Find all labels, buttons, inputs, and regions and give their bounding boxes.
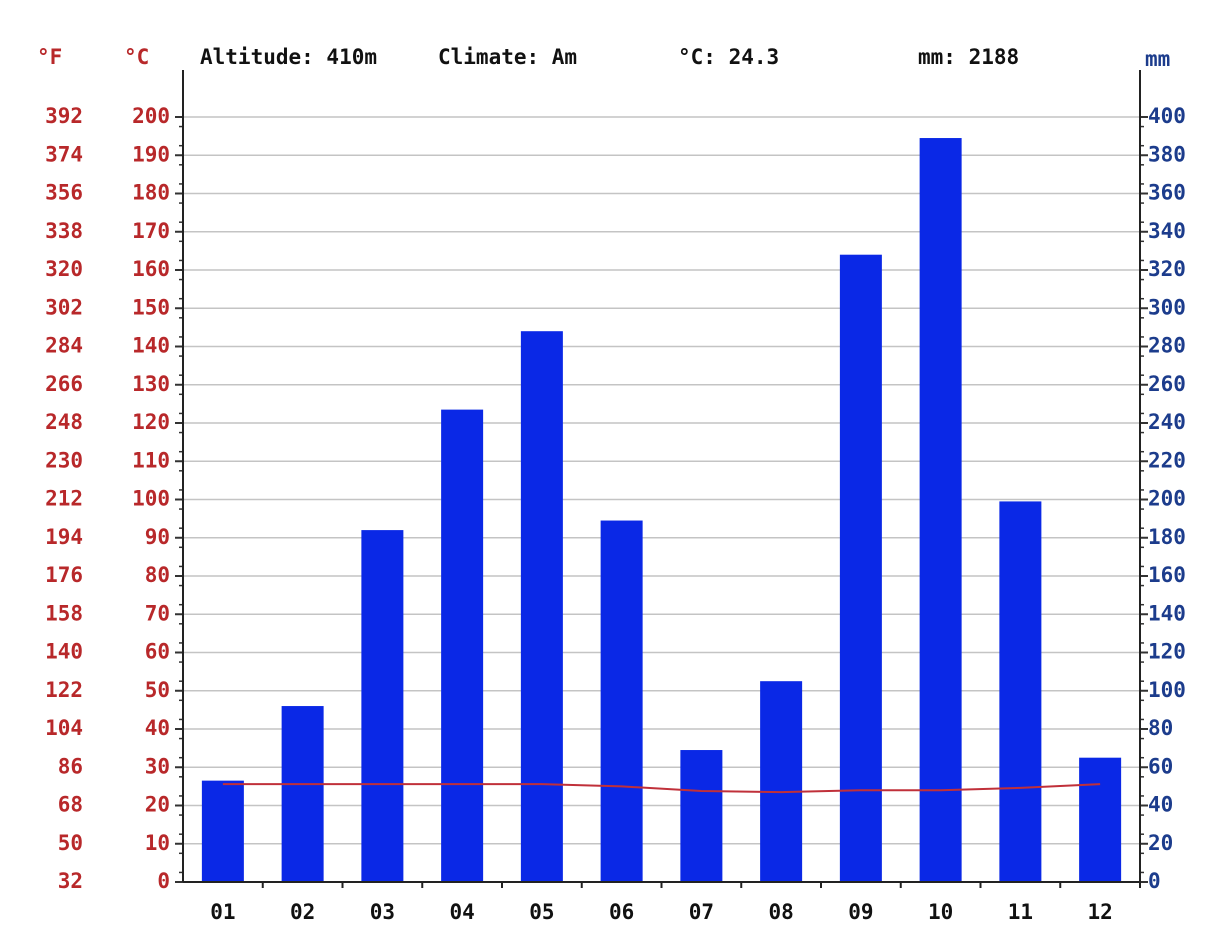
y3-tick-label: 338 [45, 219, 83, 243]
bar [839, 254, 882, 882]
y-tick-label: 30 [145, 754, 170, 778]
x-tick-label: 05 [529, 900, 554, 924]
x-tick-label: 06 [609, 900, 634, 924]
header-annotation: mm: 2188 [918, 45, 1019, 69]
y2-tick-label: 200 [1148, 487, 1186, 511]
y-tick-label: 10 [145, 831, 170, 855]
y3-tick-label: 140 [45, 640, 83, 664]
y-tick-label: 170 [132, 219, 170, 243]
bar [441, 409, 484, 882]
y2-tick-label: 80 [1148, 716, 1173, 740]
y-tick-label: 140 [132, 334, 170, 358]
bar [919, 138, 962, 883]
y3-tick-label: 374 [45, 142, 83, 166]
y3-tick-label: 392 [45, 104, 83, 128]
y2-tick-label: 180 [1148, 525, 1186, 549]
x-tick-label: 12 [1087, 900, 1112, 924]
y2-tick-label: 0 [1148, 869, 1161, 893]
y-tick-label: 110 [132, 448, 170, 472]
celsius-label: °C [124, 45, 149, 69]
fahrenheit-label: °F [37, 45, 62, 69]
y-tick-label: 80 [145, 563, 170, 587]
y3-tick-label: 230 [45, 448, 83, 472]
header-annotation: Altitude: 410m [200, 45, 377, 69]
y3-tick-label: 320 [45, 257, 83, 281]
y3-tick-label: 266 [45, 372, 83, 396]
temperature-line [222, 783, 1101, 794]
x-tick-label: 11 [1008, 900, 1033, 924]
y2-tick-label: 220 [1148, 448, 1186, 472]
y3-tick-label: 176 [45, 563, 83, 587]
y-tick-label: 20 [145, 793, 170, 817]
y2-tick-label: 380 [1148, 142, 1186, 166]
mm-label: mm [1145, 47, 1170, 71]
y3-tick-label: 32 [58, 869, 83, 893]
y-tick-label: 130 [132, 372, 170, 396]
y-tick-label: 150 [132, 295, 170, 319]
y-tick-label: 200 [132, 104, 170, 128]
y3-tick-label: 356 [45, 181, 83, 205]
y-tick-label: 100 [132, 487, 170, 511]
y3-tick-label: 212 [45, 487, 83, 511]
x-tick-label: 03 [370, 900, 395, 924]
y3-tick-label: 194 [45, 525, 83, 549]
x-tick-label: 08 [768, 900, 793, 924]
y-tick-label: 160 [132, 257, 170, 281]
header-annotation: Climate: Am [438, 45, 577, 69]
bar [680, 750, 723, 882]
y-tick-label: 190 [132, 142, 170, 166]
y2-tick-label: 400 [1148, 104, 1186, 128]
y2-tick-label: 120 [1148, 640, 1186, 664]
y3-tick-label: 86 [58, 754, 83, 778]
x-tick-label: 04 [449, 900, 474, 924]
y2-tick-label: 40 [1148, 793, 1173, 817]
y-tick-label: 120 [132, 410, 170, 434]
y2-tick-label: 100 [1148, 678, 1186, 702]
y3-tick-label: 302 [45, 295, 83, 319]
y2-tick-label: 300 [1148, 295, 1186, 319]
y2-tick-label: 20 [1148, 831, 1173, 855]
y3-tick-label: 284 [45, 334, 83, 358]
y3-tick-label: 50 [58, 831, 83, 855]
bar [999, 501, 1042, 882]
y2-tick-label: 60 [1148, 754, 1173, 778]
y-tick-label: 70 [145, 601, 170, 625]
y2-tick-label: 240 [1148, 410, 1186, 434]
bar [361, 530, 404, 882]
bar [520, 331, 563, 882]
y3-tick-label: 248 [45, 410, 83, 434]
y2-tick-label: 320 [1148, 257, 1186, 281]
y2-tick-label: 160 [1148, 563, 1186, 587]
x-tick-label: 07 [689, 900, 714, 924]
y3-tick-label: 158 [45, 601, 83, 625]
y-tick-label: 90 [145, 525, 170, 549]
y-tick-label: 180 [132, 181, 170, 205]
y-tick-label: 50 [145, 678, 170, 702]
bar [201, 780, 244, 882]
y-tick-label: 60 [145, 640, 170, 664]
y2-tick-label: 260 [1148, 372, 1186, 396]
bar [1079, 757, 1122, 882]
y2-tick-label: 340 [1148, 219, 1186, 243]
y2-tick-label: 140 [1148, 601, 1186, 625]
y3-tick-label: 68 [58, 793, 83, 817]
y-tick-label: 40 [145, 716, 170, 740]
x-tick-label: 01 [210, 900, 235, 924]
bar [760, 681, 803, 882]
bar [600, 520, 643, 882]
x-tick-label: 02 [290, 900, 315, 924]
header-annotation: °C: 24.3 [678, 45, 779, 69]
y-tick-label: 0 [157, 869, 170, 893]
y2-tick-label: 280 [1148, 334, 1186, 358]
y2-tick-label: 360 [1148, 181, 1186, 205]
y3-tick-label: 104 [45, 716, 83, 740]
x-tick-label: 10 [928, 900, 953, 924]
x-tick-label: 09 [848, 900, 873, 924]
y3-tick-label: 122 [45, 678, 83, 702]
bar [281, 706, 324, 882]
